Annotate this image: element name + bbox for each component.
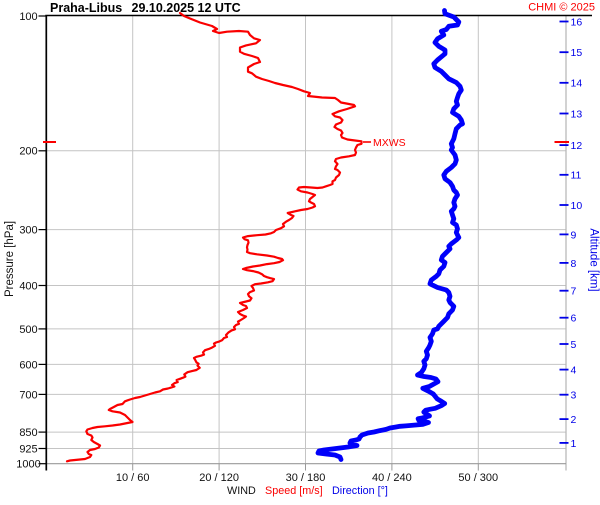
svg-text:MXWS: MXWS	[373, 137, 406, 149]
svg-text:700: 700	[19, 389, 37, 401]
svg-text:200: 200	[19, 146, 37, 158]
svg-text:Direction [°]: Direction [°]	[332, 485, 388, 497]
svg-text:500: 500	[19, 324, 37, 336]
svg-text:10: 10	[571, 200, 583, 212]
svg-text:8: 8	[571, 258, 577, 270]
svg-text:Speed [m/s]: Speed [m/s]	[265, 485, 323, 497]
svg-text:30 / 180: 30 / 180	[286, 472, 326, 484]
svg-text:100: 100	[19, 11, 37, 23]
svg-text:6: 6	[571, 313, 577, 325]
svg-text:Praha-Libus: Praha-Libus	[50, 1, 122, 15]
svg-text:Altitude [km]: Altitude [km]	[588, 228, 600, 291]
svg-text:1000: 1000	[16, 459, 40, 471]
svg-text:Pressure [hPa]: Pressure [hPa]	[4, 221, 16, 297]
svg-text:40 / 240: 40 / 240	[372, 472, 412, 484]
svg-text:2: 2	[571, 414, 577, 426]
svg-text:11: 11	[571, 170, 582, 182]
svg-text:300: 300	[19, 225, 37, 237]
svg-text:850: 850	[19, 427, 37, 439]
svg-text:925: 925	[19, 443, 37, 455]
svg-text:CHMI © 2025: CHMI © 2025	[528, 2, 595, 14]
svg-text:1: 1	[571, 438, 577, 450]
svg-text:12: 12	[571, 140, 583, 152]
svg-text:WIND: WIND	[227, 485, 256, 497]
svg-text:29.10.2025 12 UTC: 29.10.2025 12 UTC	[132, 1, 241, 15]
svg-text:13: 13	[571, 108, 583, 120]
svg-text:600: 600	[19, 359, 37, 371]
svg-text:5: 5	[571, 339, 577, 351]
svg-text:50 / 300: 50 / 300	[458, 472, 498, 484]
svg-text:20 / 120: 20 / 120	[199, 472, 239, 484]
svg-text:3: 3	[571, 390, 577, 402]
svg-text:15: 15	[571, 47, 583, 59]
svg-text:14: 14	[571, 78, 583, 90]
svg-text:4: 4	[571, 365, 577, 377]
svg-text:16: 16	[571, 16, 583, 28]
svg-text:10 / 60: 10 / 60	[116, 472, 150, 484]
svg-text:9: 9	[571, 229, 577, 241]
svg-text:400: 400	[19, 280, 37, 292]
svg-text:7: 7	[571, 286, 577, 298]
